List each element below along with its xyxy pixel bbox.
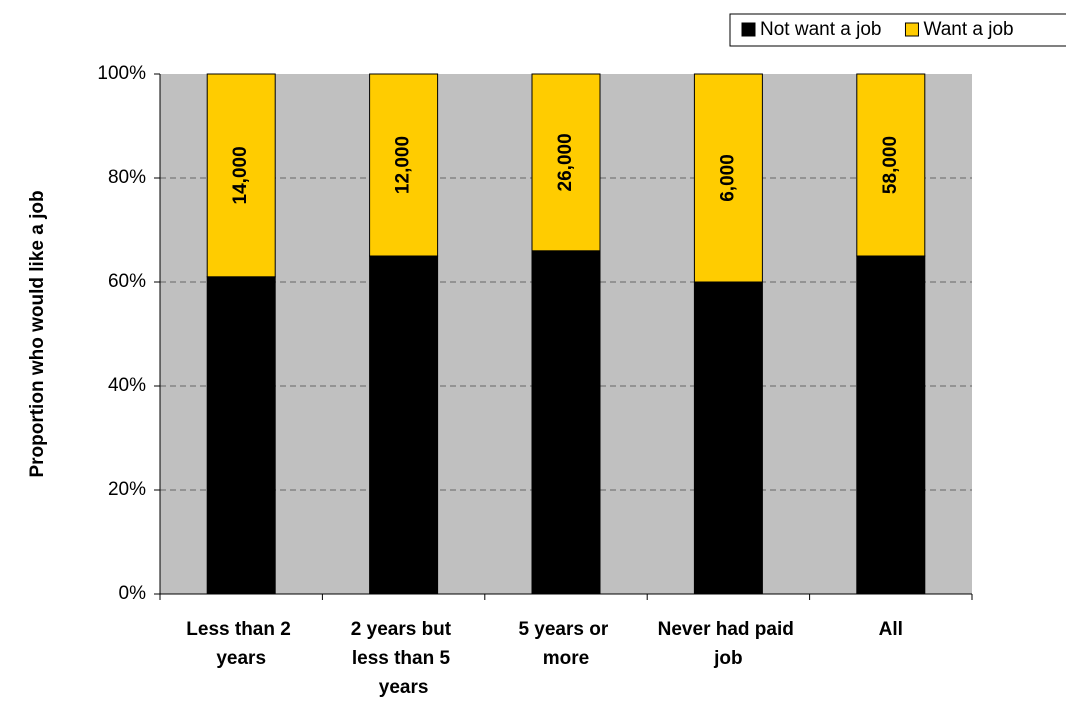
y-tick-label: 60%	[108, 271, 146, 292]
y-tick-label: 40%	[108, 375, 146, 396]
bar-segment	[856, 73, 926, 257]
y-tick-label: 20%	[108, 479, 146, 500]
y-tick-label: 0%	[119, 583, 147, 604]
legend-label: Want a job	[923, 19, 1013, 40]
bar-segment	[531, 73, 601, 252]
data-label: 12,000	[393, 136, 414, 194]
data-label: 26,000	[555, 133, 576, 191]
x-tick-label: 2 years but less than 5 years	[351, 619, 457, 698]
data-label: 58,000	[880, 136, 901, 194]
bar-segment	[693, 281, 763, 595]
bar-segment	[369, 73, 439, 257]
x-tick-label: 5 years or more	[518, 619, 613, 669]
bar-segment	[206, 73, 276, 278]
bar-segment	[693, 73, 763, 283]
legend: Not want a job Want a job	[729, 13, 1066, 47]
legend-label: Not want a job	[760, 19, 881, 40]
bar-segment	[856, 255, 926, 595]
bar-segment	[369, 255, 439, 595]
legend-swatch	[904, 22, 919, 37]
data-label: 6,000	[717, 154, 738, 202]
legend-box	[729, 13, 1066, 47]
x-tick-label: Less than 2 years	[186, 619, 296, 669]
bar-segment	[206, 276, 276, 595]
y-tick-label: 80%	[108, 167, 146, 188]
x-tick-label: Never had paid job	[658, 619, 800, 669]
y-tick-label: 100%	[97, 63, 146, 84]
data-label: 14,000	[230, 146, 251, 204]
legend-swatch	[741, 22, 756, 37]
x-tick-label: All	[879, 619, 903, 640]
bar-segment	[531, 250, 601, 595]
y-axis-label: Proportion who would like a job	[27, 190, 48, 477]
